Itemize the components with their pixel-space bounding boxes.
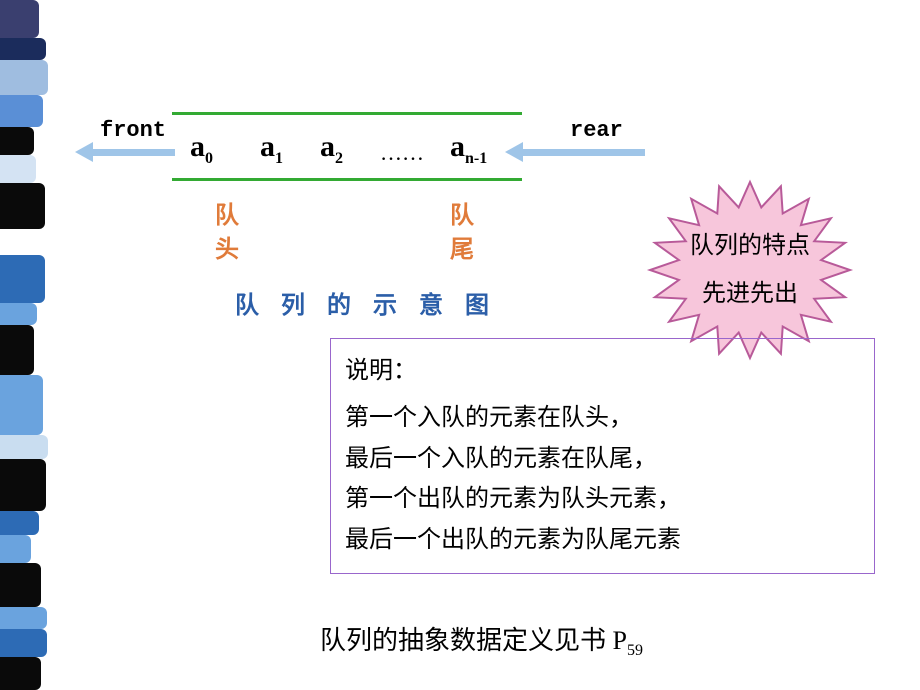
- enqueue-arrow: [505, 145, 645, 157]
- dequeue-arrow: [75, 145, 175, 157]
- footer-page: 59: [627, 642, 643, 659]
- decorative-stripe: [0, 0, 48, 690]
- diagram-title: 队 列 的 示 意 图: [235, 285, 497, 320]
- queue-tail-label: 队尾: [450, 200, 474, 267]
- element-dots: ……: [380, 140, 424, 166]
- starburst-line1: 队列的特点: [690, 222, 810, 270]
- queue-head-label: 队头: [215, 200, 239, 267]
- explain-line-1: 第一个入队的元素在队头，: [345, 398, 860, 439]
- explain-line-3: 第一个出队的元素为队头元素，: [345, 479, 860, 520]
- front-label: front: [100, 118, 166, 143]
- footer-note: 队列的抽象数据定义见书 P59: [320, 620, 643, 660]
- footer-prefix: 队列的抽象数据定义见书 P: [320, 626, 627, 655]
- element-a1: a1: [260, 130, 283, 168]
- starburst-line2: 先进先出: [702, 270, 798, 318]
- queue-bottom-line: [172, 178, 522, 181]
- explain-line-4: 最后一个出队的元素为队尾元素: [345, 520, 860, 561]
- element-a0: a0: [190, 130, 213, 168]
- queue-top-line: [172, 112, 522, 115]
- rear-label: rear: [570, 118, 623, 143]
- explain-line-2: 最后一个入队的元素在队尾，: [345, 439, 860, 480]
- explanation-box: 说明： 第一个入队的元素在队头， 最后一个入队的元素在队尾， 第一个出队的元素为…: [330, 338, 875, 574]
- element-a2: a2: [320, 130, 343, 168]
- element-an: an-1: [450, 130, 487, 168]
- explain-intro: 说明：: [345, 351, 860, 392]
